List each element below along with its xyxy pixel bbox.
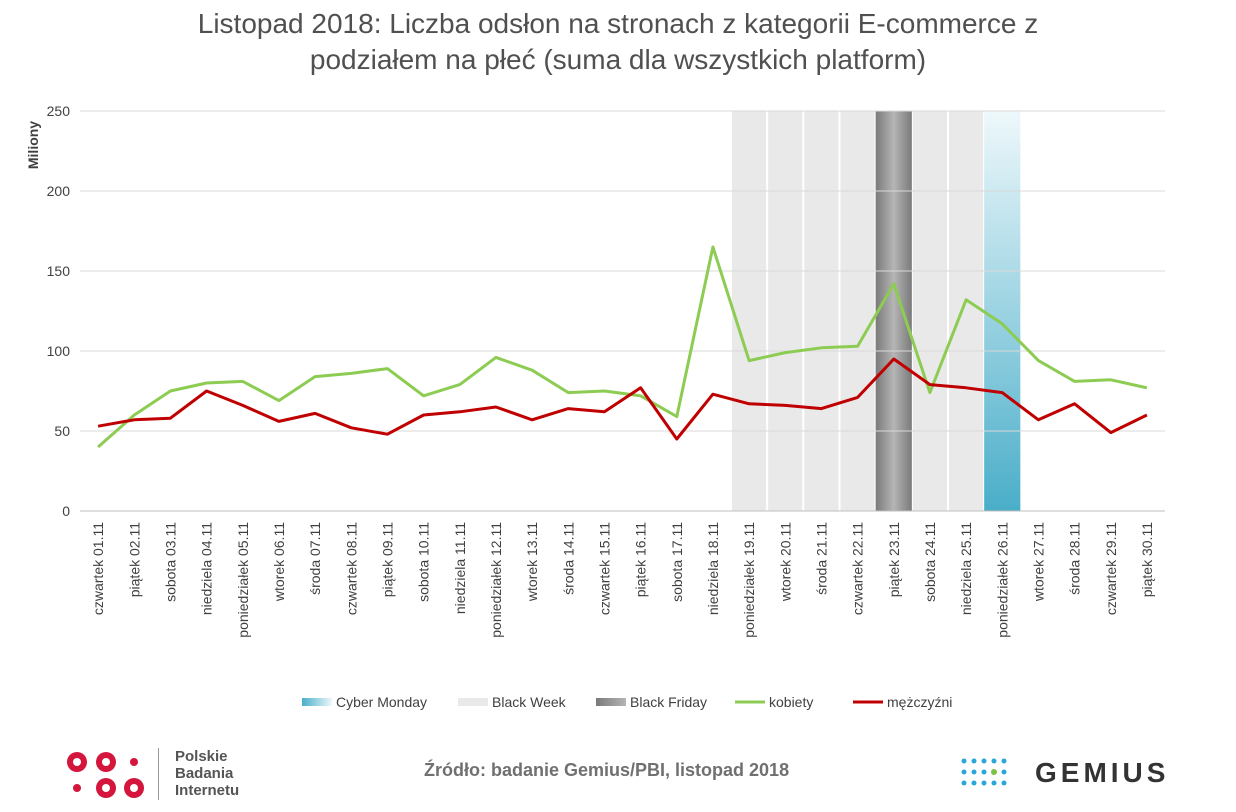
x-tick-label: poniedziałek 26.11	[994, 522, 1010, 638]
band-black-week	[768, 111, 803, 511]
legend-label: kobiety	[769, 694, 813, 710]
gemius-wordmark: GEMIUS	[1035, 757, 1170, 788]
legend-swatch	[596, 698, 626, 706]
band-black-week	[949, 111, 984, 511]
x-tick-label: środa 21.11	[813, 522, 829, 595]
band-black-week	[804, 111, 839, 511]
band-black-friday	[875, 111, 912, 511]
x-tick-label: wtorek 20.11	[777, 522, 793, 602]
y-tick-label: 100	[47, 343, 71, 359]
x-tick-label: piątek 09.11	[379, 522, 395, 597]
x-tick-label: poniedziałek 19.11	[741, 522, 757, 638]
y-tick-label: 0	[62, 503, 70, 519]
gemius-dots-icon	[961, 758, 1007, 786]
y-axis-label: Miliony	[25, 121, 41, 169]
x-tick-label: piątek 30.11	[1139, 522, 1155, 597]
x-tick-label: poniedziałek 05.11	[235, 522, 251, 638]
x-tick-label: czwartek 01.11	[90, 522, 106, 615]
x-tick-label: piątek 23.11	[886, 522, 902, 597]
y-tick-label: 250	[47, 103, 71, 119]
legend-label: Cyber Monday	[336, 694, 427, 710]
x-tick-label: niedziela 11.11	[452, 522, 468, 614]
x-tick-label: środa 28.11	[1067, 522, 1083, 595]
x-tick-label: środa 07.11	[307, 522, 323, 595]
legend-swatch	[458, 698, 488, 706]
y-tick-label: 150	[47, 263, 71, 279]
pbi-logo	[62, 746, 282, 802]
x-tick-label: poniedziałek 12.11	[488, 522, 504, 638]
x-tick-label: czwartek 15.11	[596, 522, 612, 615]
band-black-week	[840, 111, 875, 511]
pbi-word-2: Badania	[175, 765, 234, 782]
x-tick-label: czwartek 08.11	[343, 522, 359, 615]
x-tick-label: niedziela 04.11	[199, 522, 215, 615]
pbi-word-3: Internetu	[175, 782, 240, 799]
source-note: Źródło: badanie Gemius/PBI, listopad 201…	[424, 760, 790, 780]
legend-label: mężczyźni	[887, 694, 952, 710]
x-tick-label: sobota 03.11	[162, 522, 178, 602]
x-tick-label: środa 14.11	[560, 522, 576, 595]
chart-title: Listopad 2018: Liczba odsłon na stronach…	[0, 6, 1236, 78]
x-tick-label: piątek 02.11	[126, 522, 142, 597]
line-chart: 0 50 100 150 200 250 czwartek 01.11 piątek 02.…	[25, 103, 1165, 710]
logo-separator	[158, 748, 159, 800]
pbi-dots-icon	[67, 752, 144, 798]
x-tick-label: czwartek 22.11	[850, 522, 866, 615]
legend-swatch	[302, 698, 332, 706]
pbi-wordmark: Polskie Badania Internetu	[175, 748, 239, 799]
x-tick-label: wtorek 27.11	[1030, 522, 1046, 602]
y-tick-label: 200	[47, 183, 71, 199]
x-tick-label: piątek 16.11	[633, 522, 649, 597]
x-tick-label: sobota 17.11	[669, 522, 685, 602]
pbi-word-1: Polskie	[175, 748, 228, 765]
band-black-week	[912, 111, 947, 511]
x-tick-label: niedziela 25.11	[958, 522, 974, 615]
legend: Cyber Monday Black Week Black Friday kobiet…	[302, 694, 952, 710]
x-tick-label: wtorek 06.11	[271, 522, 287, 602]
legend-label: Black Friday	[630, 694, 707, 710]
band-cyber-monday	[984, 111, 1021, 511]
x-tick-label: sobota 10.11	[416, 522, 432, 602]
band-black-week	[732, 111, 767, 511]
y-tick-label: 50	[54, 423, 70, 439]
x-tick-label: sobota 24.11	[922, 522, 938, 602]
series-line-mezczyzni	[97, 357, 1148, 441]
series-line-kobiety	[97, 245, 1148, 449]
chart-title-line1: Listopad 2018: Liczba odsłon na stronach…	[197, 8, 1039, 39]
x-tick-label: niedziela 18.11	[705, 522, 721, 615]
chart-title-line2: podziałem na płeć (suma dla wszystkich p…	[309, 44, 927, 75]
x-tick-label: czwartek 29.11	[1103, 522, 1119, 615]
x-tick-label: wtorek 13.11	[524, 522, 540, 602]
legend-label: Black Week	[492, 694, 567, 710]
